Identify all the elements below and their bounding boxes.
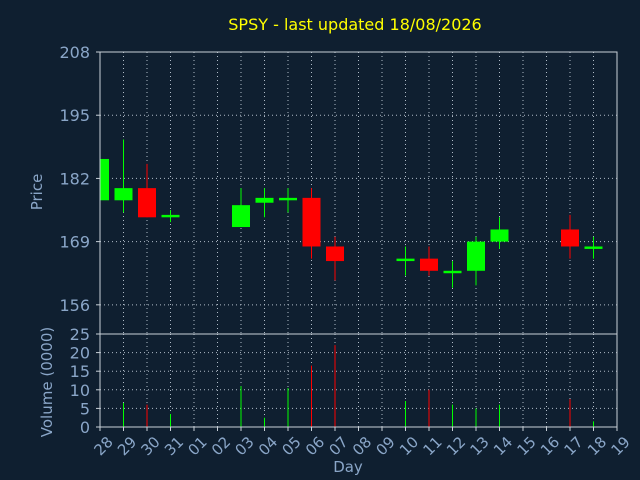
price-tick-label: 195: [59, 106, 90, 125]
candle-07: [326, 236, 344, 281]
candle-body: [161, 214, 180, 218]
candle-body: [114, 188, 133, 201]
x-tick-label: 19: [608, 433, 634, 459]
candle-10: [396, 246, 415, 276]
volume-tick-label: 15: [70, 362, 90, 381]
price-axis-label: Price: [28, 174, 46, 211]
x-tick-label: 04: [255, 433, 281, 459]
price-tick-label: 182: [59, 169, 90, 188]
x-tick-label: 02: [208, 433, 234, 459]
candle-body: [467, 241, 485, 271]
candle-body: [279, 197, 297, 201]
x-tick-label: 01: [185, 433, 211, 459]
x-axis-label: Day: [333, 458, 363, 476]
x-tick-label: 18: [584, 433, 610, 459]
candle-body: [326, 246, 344, 262]
volume-bars: [123, 345, 594, 427]
candle-body: [420, 258, 438, 271]
price-grid: [99, 51, 618, 334]
x-tick-label: 11: [420, 433, 446, 459]
volume-tick-label: 20: [70, 344, 90, 363]
price-tick-label: 208: [59, 43, 90, 62]
candle-06: [302, 188, 321, 259]
candle-body: [302, 197, 321, 247]
volume-tick-label: 25: [70, 325, 90, 344]
volume-tick-label: 10: [70, 381, 90, 400]
x-tick-label: 06: [302, 433, 328, 459]
price-tick-label: 169: [59, 233, 90, 252]
x-tick-label: 31: [161, 433, 187, 459]
candle-04: [255, 188, 274, 218]
candle-body: [138, 188, 156, 218]
x-tick-label: 12: [443, 433, 469, 459]
price-panel-frame: [99, 51, 618, 335]
candle-12: [443, 261, 462, 288]
x-tick-label: 29: [114, 433, 140, 459]
candle-body: [561, 229, 579, 247]
x-tick-label: 30: [138, 433, 164, 459]
x-tick-label: 03: [232, 433, 258, 459]
x-tick-label: 08: [349, 433, 375, 459]
volume-grid: [99, 333, 618, 428]
candle-03: [232, 188, 250, 228]
volume-panel-frame: [99, 333, 618, 428]
x-tick-label: 15: [514, 433, 540, 459]
candle-29: [114, 139, 133, 213]
x-tick-label: 05: [279, 433, 305, 459]
volume-axis-label: Volume (0000): [38, 327, 56, 437]
x-tick-label: 14: [490, 433, 516, 459]
candle-body: [490, 229, 509, 242]
x-tick-label: 10: [396, 433, 422, 459]
chart-title: SPSY - last updated 18/08/2026: [228, 15, 481, 34]
x-tick-label: 07: [326, 433, 352, 459]
candle-17: [561, 214, 579, 259]
price-tick-label: 156: [59, 296, 90, 315]
candle-28: [99, 158, 109, 201]
volume-tick-label: 5: [80, 399, 90, 418]
price-y-axis: 156 169 182 195 208: [59, 43, 100, 315]
x-tick-label: 17: [561, 433, 587, 459]
x-axis: 2829303101020304050607080910111213141516…: [91, 427, 634, 459]
candle-31: [161, 210, 180, 223]
x-tick-label: 13: [467, 433, 493, 459]
candle-body: [443, 270, 462, 274]
candle-11: [420, 246, 438, 276]
candle-14: [490, 217, 509, 249]
candle-body: [100, 158, 109, 201]
candle-30: [138, 163, 156, 218]
candle-body: [396, 258, 415, 262]
candles: [99, 139, 603, 288]
candle-body: [232, 205, 250, 228]
candle-body: [255, 197, 274, 203]
x-tick-label: 28: [91, 433, 117, 459]
candle-13: [467, 236, 485, 286]
volume-tick-label: 0: [80, 418, 90, 437]
candle-body: [584, 246, 603, 249]
candle-18: [584, 236, 603, 259]
x-tick-label: 09: [373, 433, 399, 459]
x-tick-label: 16: [537, 433, 563, 459]
candle-05: [279, 188, 297, 213]
